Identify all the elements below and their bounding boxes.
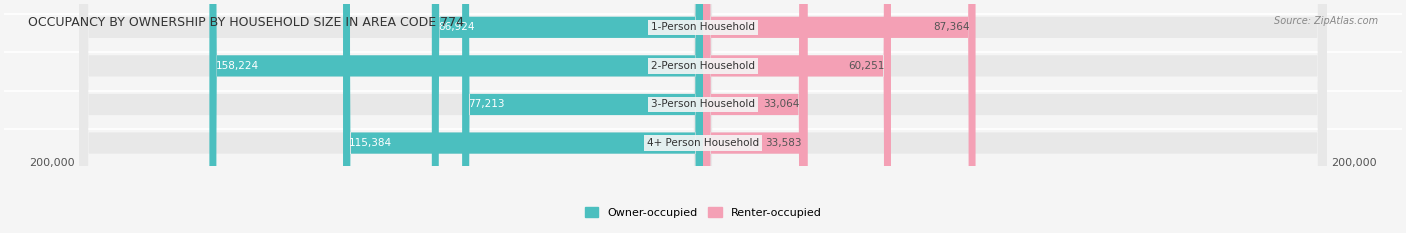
FancyBboxPatch shape xyxy=(703,0,1327,233)
Text: 3-Person Household: 3-Person Household xyxy=(651,99,755,110)
FancyBboxPatch shape xyxy=(432,0,703,233)
Text: 115,384: 115,384 xyxy=(349,138,392,148)
FancyBboxPatch shape xyxy=(79,0,703,233)
Text: 2-Person Household: 2-Person Household xyxy=(651,61,755,71)
Text: 33,064: 33,064 xyxy=(763,99,800,110)
Text: 200,000: 200,000 xyxy=(30,158,75,168)
FancyBboxPatch shape xyxy=(703,0,1327,233)
Text: 86,924: 86,924 xyxy=(439,22,475,32)
Text: 200,000: 200,000 xyxy=(1331,158,1376,168)
Text: 77,213: 77,213 xyxy=(468,99,505,110)
Text: 158,224: 158,224 xyxy=(215,61,259,71)
Legend: Owner-occupied, Renter-occupied: Owner-occupied, Renter-occupied xyxy=(581,202,825,222)
FancyBboxPatch shape xyxy=(343,0,703,233)
FancyBboxPatch shape xyxy=(703,0,891,233)
Text: Source: ZipAtlas.com: Source: ZipAtlas.com xyxy=(1274,16,1378,26)
Text: 60,251: 60,251 xyxy=(848,61,884,71)
FancyBboxPatch shape xyxy=(703,0,1327,233)
Text: 87,364: 87,364 xyxy=(932,22,969,32)
FancyBboxPatch shape xyxy=(79,0,703,233)
FancyBboxPatch shape xyxy=(703,0,806,233)
FancyBboxPatch shape xyxy=(703,0,976,233)
Text: 33,583: 33,583 xyxy=(765,138,801,148)
FancyBboxPatch shape xyxy=(703,0,1327,233)
FancyBboxPatch shape xyxy=(79,0,703,233)
Text: OCCUPANCY BY OWNERSHIP BY HOUSEHOLD SIZE IN AREA CODE 774: OCCUPANCY BY OWNERSHIP BY HOUSEHOLD SIZE… xyxy=(28,16,464,29)
FancyBboxPatch shape xyxy=(463,0,703,233)
Text: 1-Person Household: 1-Person Household xyxy=(651,22,755,32)
FancyBboxPatch shape xyxy=(79,0,703,233)
Text: 4+ Person Household: 4+ Person Household xyxy=(647,138,759,148)
FancyBboxPatch shape xyxy=(703,0,808,233)
FancyBboxPatch shape xyxy=(209,0,703,233)
